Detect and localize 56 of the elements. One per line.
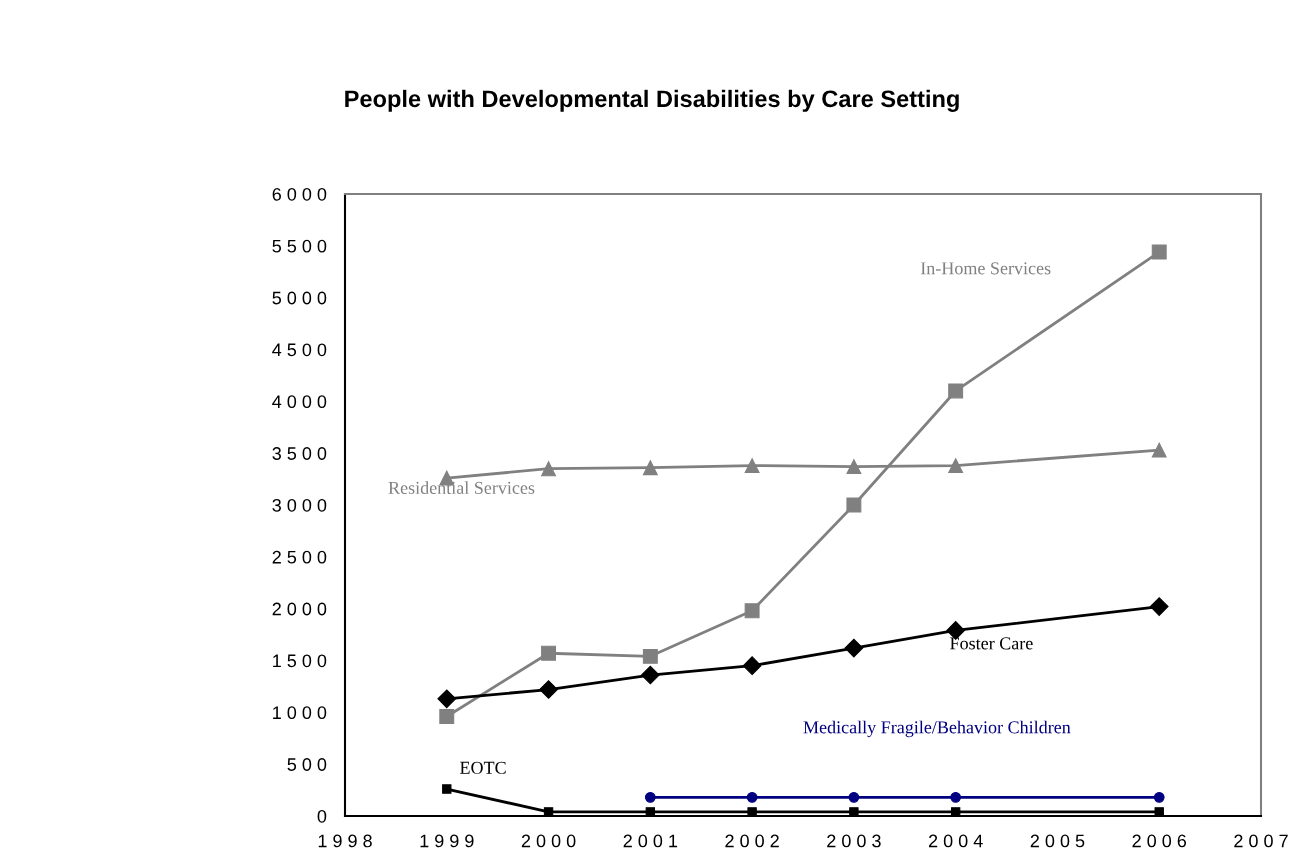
point (849, 807, 859, 816)
point (744, 603, 760, 619)
y-tick-label: 3 0 0 0 (272, 498, 327, 512)
point (950, 791, 962, 803)
x-tick-label: 2 0 0 2 (725, 834, 779, 848)
point (848, 791, 860, 803)
point (642, 648, 658, 664)
point (1151, 442, 1167, 458)
point (948, 383, 964, 399)
point (437, 689, 457, 709)
x-tick-label: 2 0 0 1 (623, 834, 678, 848)
x-tick-label: 2 0 0 6 (1132, 834, 1187, 848)
y-tick-label: 2 5 0 0 (272, 550, 327, 564)
point (642, 460, 658, 476)
x-tick-label: 2 0 0 0 (521, 834, 576, 848)
x-tick-label: 2 0 0 5 (1030, 834, 1085, 848)
series-label: Residential Services (388, 481, 535, 494)
point (1151, 244, 1167, 260)
y-tick-label: 6 0 0 0 (272, 187, 327, 201)
y-tick-label: 2 0 0 0 (272, 602, 327, 616)
point (948, 458, 964, 474)
point (746, 791, 758, 803)
point (744, 458, 760, 474)
point (747, 807, 757, 816)
x-tick-label: 2 0 0 7 (1234, 834, 1288, 848)
text: In-Home Services (920, 262, 1051, 275)
y-tick-label: 5 5 0 0 (272, 239, 327, 253)
point (541, 645, 557, 661)
point (539, 680, 558, 699)
y-tick-label: 1 0 0 0 (273, 706, 327, 720)
series-label: EOTC (460, 761, 506, 774)
y-tick-label: 5 0 0 0 (272, 291, 327, 305)
point (846, 459, 862, 475)
text: Medically Fragile/Behavior Children (803, 720, 1071, 738)
y-tick-label: 0 (317, 809, 327, 823)
series-label: Foster Care (950, 637, 1033, 650)
point (742, 656, 762, 676)
y-tick-label: 5 0 0 (287, 758, 327, 771)
chart-title: People with Developmental Disabilities by Care Setting (345, 89, 959, 112)
x-tick-label: 2 0 0 4 (928, 834, 983, 848)
x-tick-label: 2 0 0 3 (827, 834, 881, 848)
y-tick-label: 3 5 0 0 (272, 447, 327, 460)
y-tick-label: 1 5 0 0 (273, 654, 327, 668)
y-tick-label: 4 0 0 0 (272, 395, 327, 409)
point (439, 709, 455, 724)
point (541, 461, 557, 477)
point (1149, 597, 1169, 616)
point (640, 665, 660, 685)
x-tick-label: 1 9 9 8 (318, 834, 372, 848)
point (644, 791, 656, 803)
point (844, 638, 864, 658)
x-tick-label: 1 9 9 9 (420, 834, 474, 848)
y-tick-label: 4 5 0 0 (272, 343, 327, 357)
point (442, 784, 452, 794)
point (846, 497, 862, 513)
point (1153, 791, 1165, 803)
